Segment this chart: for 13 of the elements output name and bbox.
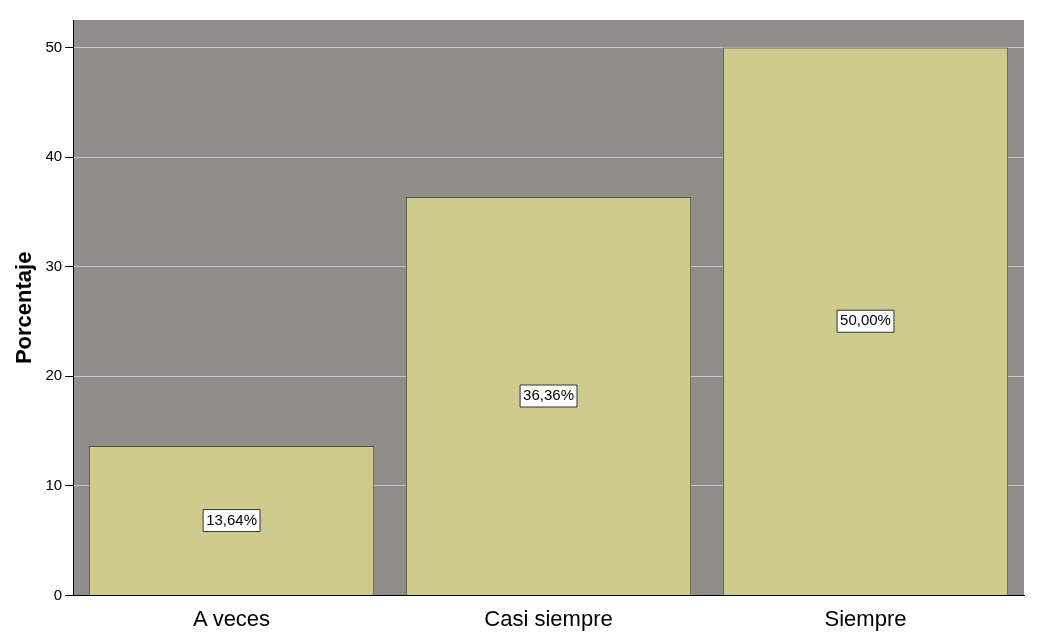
x-tick-label: A veces: [193, 605, 271, 631]
y-tick-label: 10: [45, 476, 63, 494]
data-label: 13,64%: [206, 510, 258, 528]
y-tick-label: 30: [45, 256, 63, 274]
data-label: 50,00%: [840, 311, 891, 329]
y-tick-label: 0: [53, 585, 63, 603]
y-tick-label: 40: [45, 147, 63, 165]
y-tick-label: 20: [45, 366, 63, 384]
x-tick-label: Siempre: [824, 605, 907, 631]
y-tick-label: 50: [45, 37, 63, 55]
x-tick-label: Casi siempre: [484, 605, 613, 631]
y-axis-title: Porcentaje: [11, 251, 37, 365]
data-label: 36,36%: [523, 386, 574, 404]
